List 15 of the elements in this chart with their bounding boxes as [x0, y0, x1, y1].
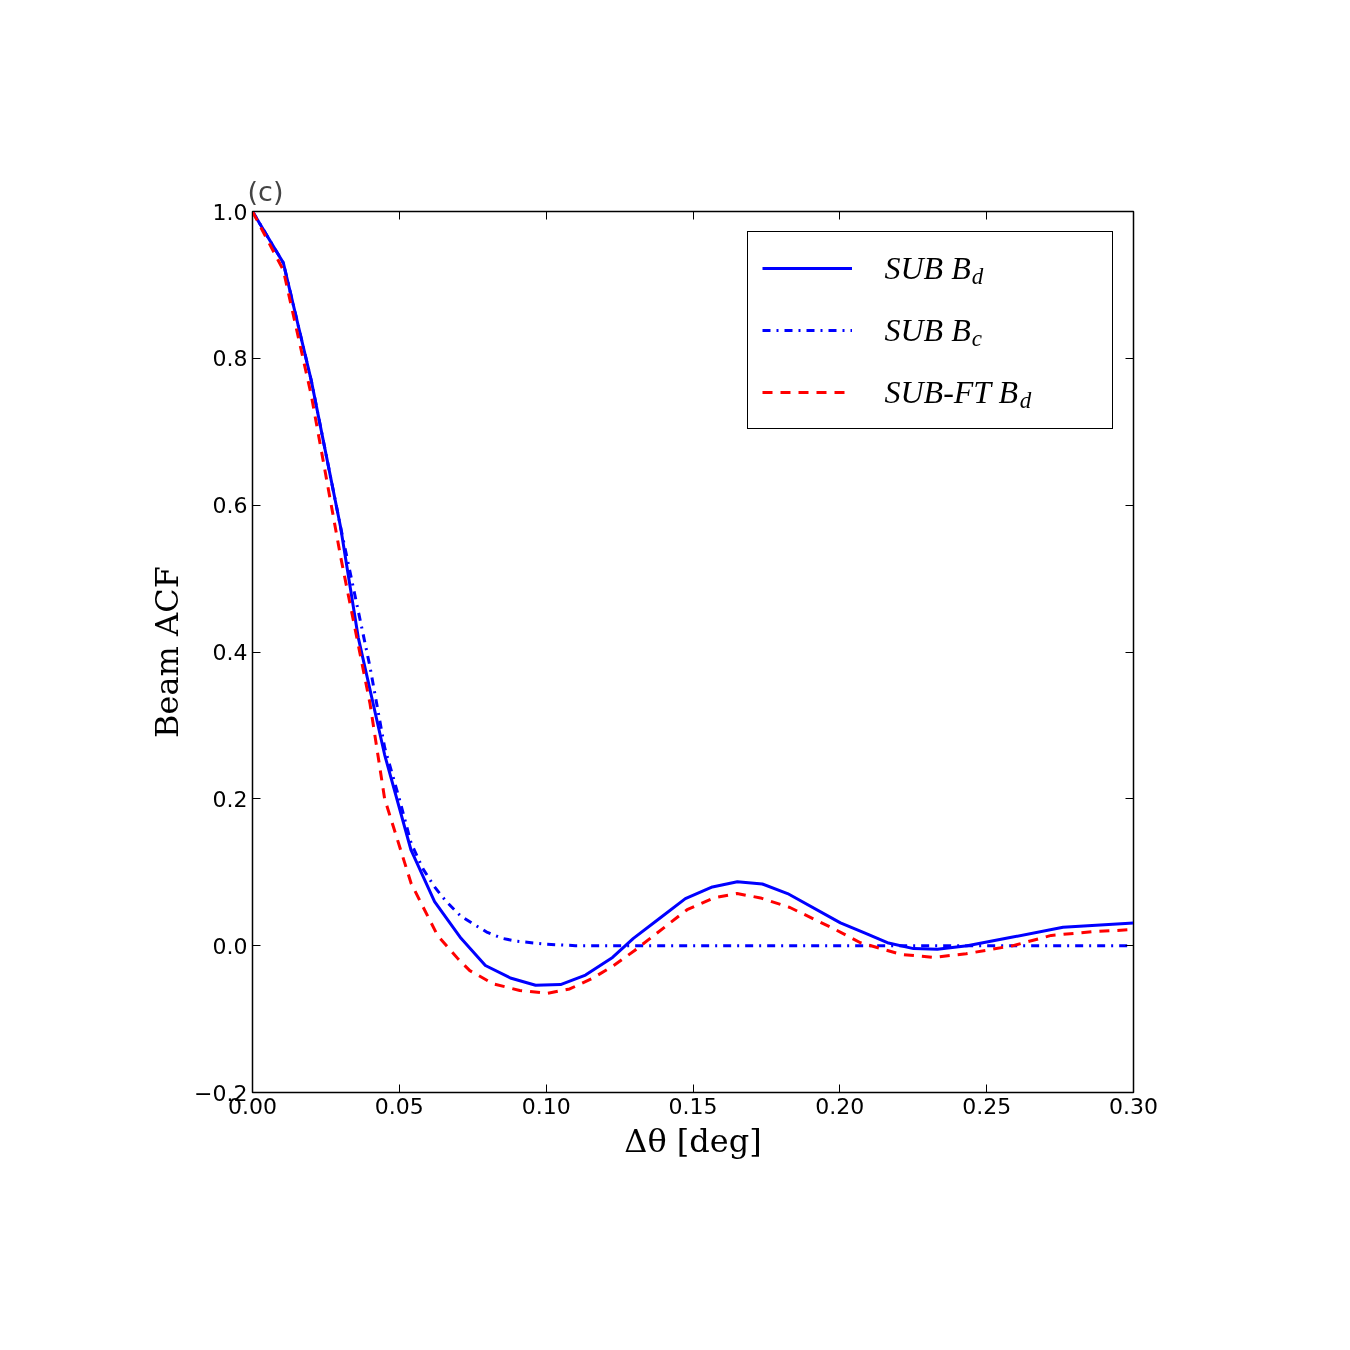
y-tick-label: 1.0 [212, 199, 248, 225]
y-tick-label: 0.4 [212, 640, 248, 665]
y-tick-label: 0.2 [212, 786, 248, 812]
chart-title: (c) [247, 175, 284, 207]
y-axis-title: Beam ACF [148, 566, 187, 738]
y-tick-label: 0.6 [212, 493, 248, 519]
y-tick-label: 0.0 [212, 933, 248, 959]
x-tick-label: 0.25 [962, 1093, 1012, 1119]
x-tick-label: 0.20 [815, 1093, 865, 1119]
x-tick-label: 0.15 [668, 1093, 718, 1119]
y-tick-label: 0.8 [212, 346, 248, 372]
x-tick-label: 0.05 [374, 1093, 424, 1119]
x-axis-title: Δθ [deg] [624, 1121, 762, 1160]
x-tick-label: 0.30 [1109, 1093, 1158, 1119]
x-tick-label: 0.10 [521, 1093, 571, 1119]
